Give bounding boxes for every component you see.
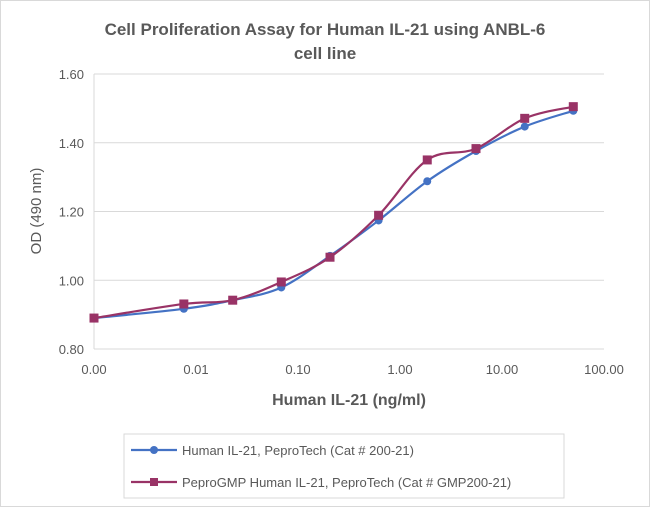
y-tick-label: 1.20 [59,205,84,220]
data-point-square [520,113,530,123]
x-tick-label: 10.00 [486,362,519,377]
x-axis-label: Human IL-21 (ng/ml) [272,392,426,409]
x-tick-label: 0.10 [285,362,310,377]
data-point-square [374,210,384,220]
x-tick-label: 1.00 [387,362,412,377]
data-point-square [276,277,286,287]
data-point-square [89,313,99,323]
legend-marker-square [150,478,158,486]
y-tick-label: 1.40 [59,136,84,151]
y-tick-label: 1.00 [59,273,84,288]
y-tick-label: 1.60 [59,67,84,82]
data-point-square [325,252,335,262]
x-tick-label: 0.00 [81,362,106,377]
legend-label-1: Human IL-21, PeproTech (Cat # 200-21) [182,443,414,458]
legend-item-1: Human IL-21, PeproTech (Cat # 200-21) [131,443,414,458]
data-point-square [228,295,238,305]
data-point-circle [423,177,432,186]
y-axis-label: OD (490 nm) [28,168,45,255]
x-tick-label: 100.00 [584,362,624,377]
legend [123,433,565,499]
y-tick-label: 0.80 [59,342,84,357]
data-point-square [471,144,481,154]
series-line-2 [93,105,574,320]
legend-item-2: PeproGMP Human IL-21, PeproTech (Cat # G… [131,475,511,490]
x-tick-label: 0.01 [183,362,208,377]
chart-title-line-2: cell line [294,44,356,63]
data-point-square [179,299,189,309]
series-line-1 [93,109,574,320]
chart-title-line-1: Cell Proliferation Assay for Human IL-21… [105,20,546,39]
data-point-square [422,155,432,165]
legend-marker-circle [150,446,158,454]
data-point-square [568,102,578,112]
legend-label-2: PeproGMP Human IL-21, PeproTech (Cat # G… [182,475,511,490]
data-point-circle [520,122,529,131]
